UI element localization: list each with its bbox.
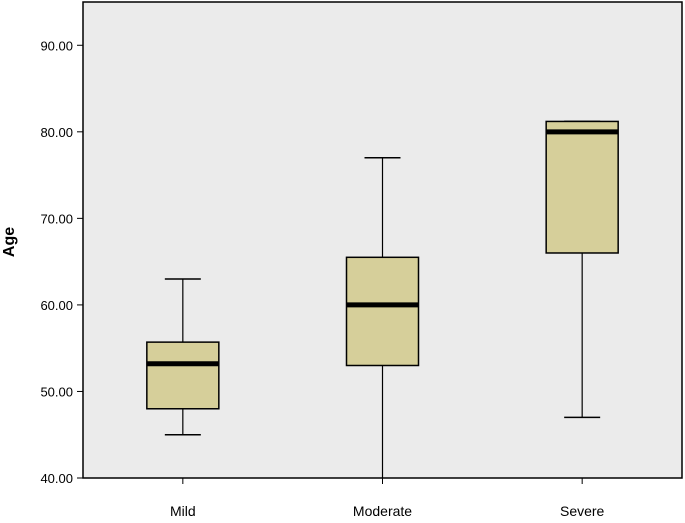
- iqr-box: [545, 120, 619, 254]
- y-axis: 40.00 50.00 60.00 70.00 80.00 90.00: [40, 38, 83, 486]
- x-axis: Mild Moderate Severe: [170, 478, 605, 519]
- y-tick-label: 50.00: [40, 384, 73, 399]
- iqr-box: [146, 341, 220, 410]
- boxes-group: [146, 120, 619, 478]
- y-tick-label: 60.00: [40, 298, 73, 313]
- y-tick-label: 90.00: [40, 38, 73, 53]
- box-moderate: [345, 157, 420, 478]
- y-tick-label: 40.00: [40, 471, 73, 486]
- x-tick-label: Mild: [170, 503, 196, 519]
- box-mild: [146, 278, 220, 436]
- iqr-box: [345, 256, 420, 367]
- y-axis-label: Age: [1, 227, 18, 257]
- y-tick-label: 70.00: [40, 211, 73, 226]
- y-tick-label: 80.00: [40, 125, 73, 140]
- x-tick-label: Severe: [560, 503, 605, 519]
- box-severe: [545, 120, 619, 419]
- x-tick-label: Moderate: [353, 503, 412, 519]
